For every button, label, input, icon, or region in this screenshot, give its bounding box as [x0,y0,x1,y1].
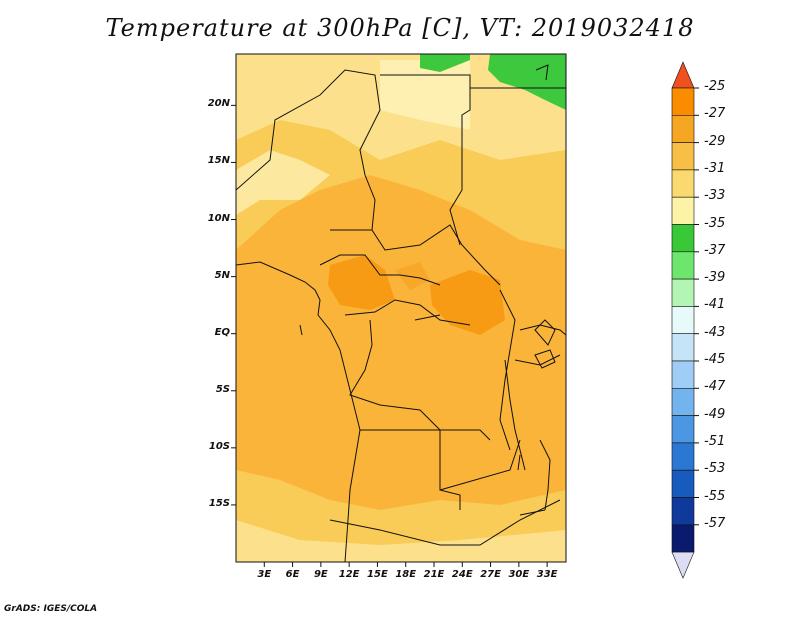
colorbar-swatch [671,169,695,198]
colorbar-label: -45 [704,352,726,367]
axis-ticks [231,104,548,567]
colorbar-label: -33 [704,188,726,204]
colorbar-label: -43 [704,324,726,340]
colorbar-swatch [671,415,695,444]
contour-fill-layer [236,54,566,562]
country-boundaries [236,64,566,562]
colorbar-label: -55 [704,488,726,504]
lon-tick-label: 15E [367,569,388,580]
colorbar-bottom-triangle [671,551,695,579]
colorbar-label: -29 [704,133,726,149]
lon-tick-label: 6E [285,569,300,580]
colorbar-label: -27 [704,106,726,122]
lon-tick-label: 30E [508,569,530,580]
lon-tick-label: 24E [451,569,473,580]
colorbar-swatch [671,306,695,334]
colorbar-swatch [671,224,695,253]
colorbar-label: -41 [704,297,726,313]
lat-tick-label: 15N [207,155,230,167]
colorbar-swatch [671,278,695,307]
colorbar-swatch [671,196,695,225]
lat-tick-label: 20N [207,98,230,110]
credit-text: GrADS: IGES/COLA [4,604,98,614]
colorbar-swatch [671,142,695,171]
colorbar-label: -57 [704,515,726,531]
lon-tick-label: 9E [313,569,328,580]
colorbar-swatch [671,442,695,471]
colorbar-swatch [671,360,695,389]
colorbar-swatch [671,251,695,280]
lon-tick-label: 21E [423,569,445,580]
lon-tick-label: 12E [338,569,360,580]
colorbar-swatch [671,524,695,553]
map-title: Temperature at 300hPa [C], VT: 201903241… [105,14,695,42]
colorbar [671,61,699,579]
colorbar-swatch [671,497,695,526]
lon-tick-label: 33E [536,569,558,580]
colorbar-label: -39 [704,270,726,286]
lat-tick-label: EQ [214,326,230,338]
contour-green-patch-2 [488,54,566,110]
contour-band-sahara-west [236,150,330,215]
colorbar-swatch [671,469,695,498]
lat-tick-label: 10N [207,212,230,224]
lon-tick-label: 27E [480,569,501,580]
colorbar-label: -25 [704,79,726,94]
colorbar-label: -49 [704,406,726,422]
lon-tick-label: 18E [395,569,417,580]
lat-tick-label: 5N [214,269,230,281]
colorbar-label: -53 [704,461,726,477]
contour-band-far-south [236,520,566,562]
contour-core-mid [395,262,430,290]
colorbar-label: -35 [704,215,726,231]
lat-tick-label: 10S [208,440,230,452]
colorbar-swatch [671,333,695,362]
contour-core-east [430,270,505,335]
colorbar-label: -37 [704,242,726,258]
colorbar-top-triangle [671,61,695,89]
colorbar-label: -51 [704,433,726,449]
contour-band-sahara-east [380,60,470,130]
colorbar-label: -31 [704,160,726,176]
lat-tick-label: 5S [215,383,230,395]
lon-tick-label: 3E [257,569,272,580]
colorbar-swatch [671,115,695,143]
contour-green-patch-1 [420,54,470,72]
contour-core-west [328,255,395,310]
lat-tick-label: 15S [208,497,230,509]
colorbar-swatch [671,387,695,416]
plot-frame [235,53,567,563]
colorbar-swatch [671,87,695,116]
colorbar-label: -47 [704,379,726,395]
